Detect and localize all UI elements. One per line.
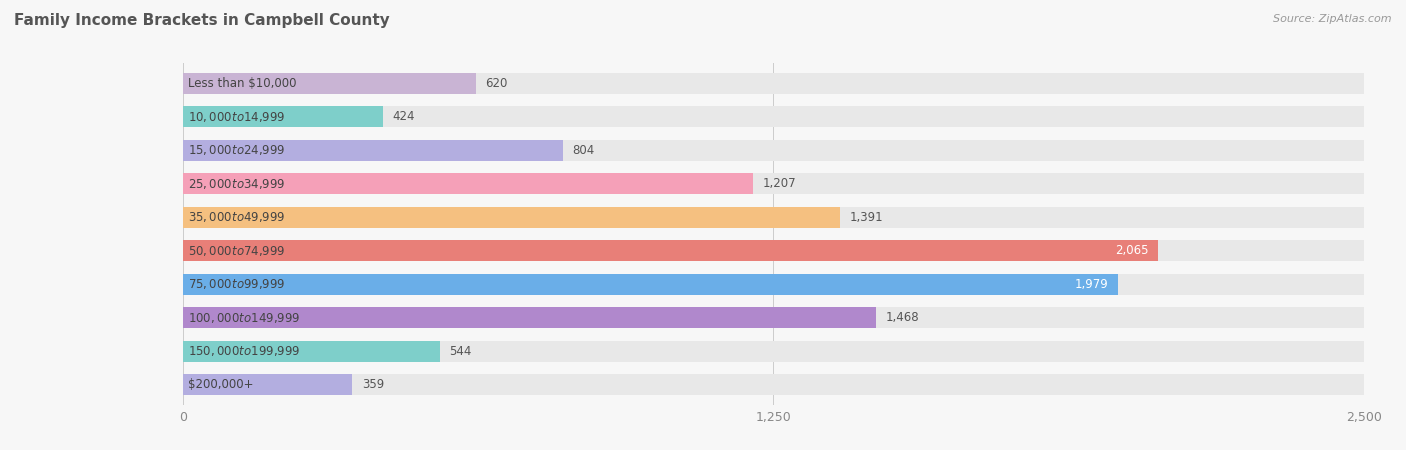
Text: 1,468: 1,468 <box>886 311 920 324</box>
Text: 620: 620 <box>485 76 508 90</box>
Text: 359: 359 <box>361 378 384 392</box>
Text: 1,391: 1,391 <box>849 211 883 224</box>
Bar <box>183 140 562 161</box>
Bar <box>183 207 1364 228</box>
Bar <box>183 240 1364 261</box>
Bar <box>183 106 1364 127</box>
Text: $25,000 to $34,999: $25,000 to $34,999 <box>187 177 285 191</box>
Bar <box>183 274 1364 295</box>
Text: $35,000 to $49,999: $35,000 to $49,999 <box>187 210 285 224</box>
Bar <box>183 73 1364 94</box>
Bar <box>183 140 1364 161</box>
Bar <box>183 173 754 194</box>
Bar <box>183 207 839 228</box>
Bar <box>183 240 1159 261</box>
Bar <box>183 374 353 395</box>
Text: 1,979: 1,979 <box>1074 278 1108 291</box>
Text: Family Income Brackets in Campbell County: Family Income Brackets in Campbell Count… <box>14 14 389 28</box>
Text: Source: ZipAtlas.com: Source: ZipAtlas.com <box>1274 14 1392 23</box>
Text: 2,065: 2,065 <box>1115 244 1149 257</box>
Bar <box>183 307 876 328</box>
Bar <box>183 106 382 127</box>
Text: $10,000 to $14,999: $10,000 to $14,999 <box>187 110 285 124</box>
Text: $150,000 to $199,999: $150,000 to $199,999 <box>187 344 299 358</box>
Bar <box>183 173 1364 194</box>
Bar <box>183 341 1364 362</box>
Bar <box>183 274 1118 295</box>
Bar <box>183 341 440 362</box>
Text: 544: 544 <box>450 345 471 358</box>
Text: Less than $10,000: Less than $10,000 <box>187 76 297 90</box>
Text: 804: 804 <box>572 144 595 157</box>
Text: 1,207: 1,207 <box>762 177 796 190</box>
Bar <box>183 374 1364 395</box>
Text: $100,000 to $149,999: $100,000 to $149,999 <box>187 311 299 325</box>
Bar <box>183 307 1364 328</box>
Text: $15,000 to $24,999: $15,000 to $24,999 <box>187 143 285 157</box>
Text: 424: 424 <box>392 110 415 123</box>
Bar <box>183 73 475 94</box>
Text: $75,000 to $99,999: $75,000 to $99,999 <box>187 277 285 291</box>
Text: $200,000+: $200,000+ <box>187 378 253 392</box>
Text: $50,000 to $74,999: $50,000 to $74,999 <box>187 244 285 258</box>
